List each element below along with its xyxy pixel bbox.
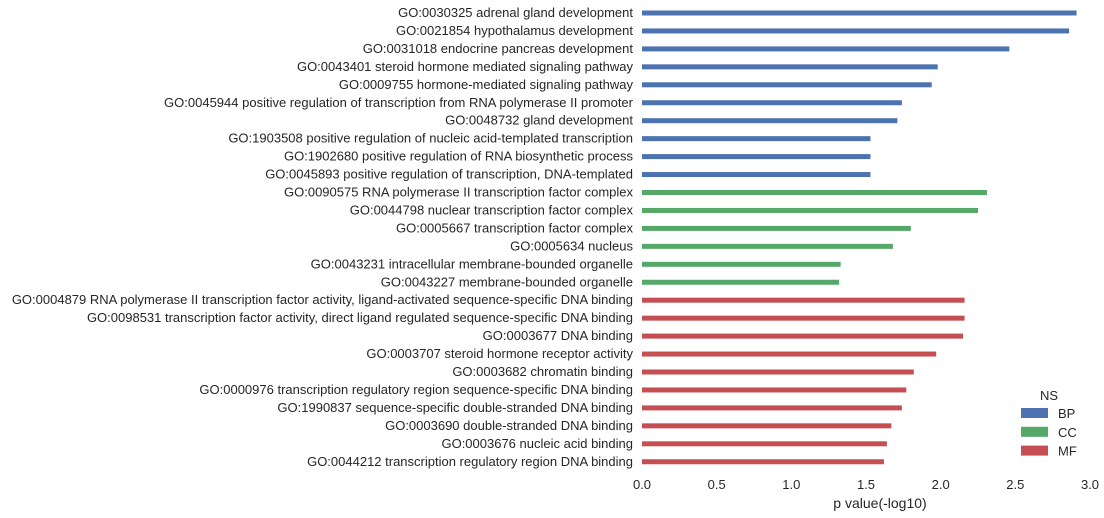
category-label: GO:0090575 RNA polymerase II transcripti… (284, 185, 633, 200)
bar (642, 297, 965, 303)
category-label: GO:0000976 transcription regulatory regi… (199, 382, 633, 397)
bar (642, 172, 871, 178)
bar (642, 351, 937, 357)
bar (642, 207, 978, 213)
category-label: GO:0003677 DNA binding (483, 328, 633, 343)
bar (642, 118, 898, 124)
bar (642, 46, 1010, 52)
legend-swatch (1021, 408, 1048, 418)
legend-label: MF (1058, 444, 1077, 459)
category-label: GO:0009755 hormone-mediated signaling pa… (339, 77, 634, 92)
bar (642, 369, 914, 375)
x-tick-labels: 0.0 0.5 1.0 1.5 2.0 2.5 3.0 (633, 477, 1099, 492)
category-label: GO:0044212 transcription regulatory regi… (307, 454, 633, 469)
legend-title: NS (1040, 388, 1058, 403)
bar (642, 10, 1077, 16)
legend-label: BP (1058, 406, 1075, 421)
category-label: GO:0043401 steroid hormone mediated sign… (297, 59, 634, 74)
bar (642, 315, 965, 321)
bar (642, 387, 907, 393)
bar (642, 459, 884, 465)
legend-swatch (1021, 426, 1048, 437)
category-label: GO:0030325 adrenal gland development (398, 5, 633, 20)
bar-group (642, 10, 1077, 465)
category-label: GO:0045944 positive regulation of transc… (164, 95, 634, 110)
category-label: GO:1990837 sequence-specific double-stra… (277, 400, 633, 415)
bar (642, 154, 871, 160)
legend-swatch (1021, 445, 1048, 456)
x-tick-label: 3.0 (1081, 477, 1099, 492)
category-label: GO:0003682 chromatin binding (452, 364, 633, 379)
bar (642, 64, 938, 70)
category-label: GO:0043231 intracellular membrane-bounde… (311, 256, 633, 271)
bar (642, 423, 892, 429)
category-label: GO:1902680 positive regulation of RNA bi… (284, 149, 634, 164)
bar (642, 82, 932, 88)
x-tick-label: 2.5 (1006, 477, 1024, 492)
bar (642, 243, 893, 249)
bar (642, 405, 902, 411)
bar (642, 441, 887, 447)
bar (642, 279, 840, 285)
legend-items: BP CC MF (1021, 406, 1077, 459)
bar (642, 136, 871, 142)
x-tick-label: 1.5 (857, 477, 875, 492)
category-label: GO:0021854 hypothalamus development (396, 23, 633, 38)
category-label: GO:0098531 transcription factor activity… (87, 310, 633, 325)
category-label: GO:0044798 nuclear transcription factor … (350, 202, 634, 217)
bar (642, 225, 911, 231)
category-label: GO:0003707 steroid hormone receptor acti… (366, 346, 633, 361)
category-labels: GO:0030325 adrenal gland development GO:0… (12, 5, 634, 469)
x-tick-label: 1.0 (782, 477, 800, 492)
category-label: GO:0043227 membrane-bounded organelle (381, 274, 633, 289)
x-tick-label: 0.0 (633, 477, 651, 492)
x-tick-label: 0.5 (708, 477, 726, 492)
bar (642, 261, 841, 267)
category-label: GO:0031018 endocrine pancreas developmen… (363, 41, 634, 56)
x-axis-label: p value(-log10) (833, 495, 926, 511)
category-label: GO:0048732 gland development (445, 113, 633, 128)
legend-label: CC (1058, 425, 1077, 440)
x-tick-label: 2.0 (932, 477, 950, 492)
category-label: GO:0004879 RNA polymerase II transcripti… (12, 292, 633, 307)
bar (642, 190, 987, 195)
legend: NS BP CC MF (1021, 388, 1077, 459)
category-label: GO:0045893 positive regulation of transc… (265, 167, 633, 182)
category-label: GO:0005634 nucleus (510, 238, 633, 253)
category-label: GO:0003676 nucleic acid binding (441, 436, 633, 451)
category-label: GO:0005667 transcription factor complex (396, 220, 634, 235)
bar (642, 28, 1070, 34)
category-label: GO:1903508 positive regulation of nuclei… (228, 131, 633, 146)
bar (642, 333, 964, 339)
category-label: GO:0003690 double-stranded DNA binding (385, 418, 633, 433)
bar (642, 100, 902, 106)
